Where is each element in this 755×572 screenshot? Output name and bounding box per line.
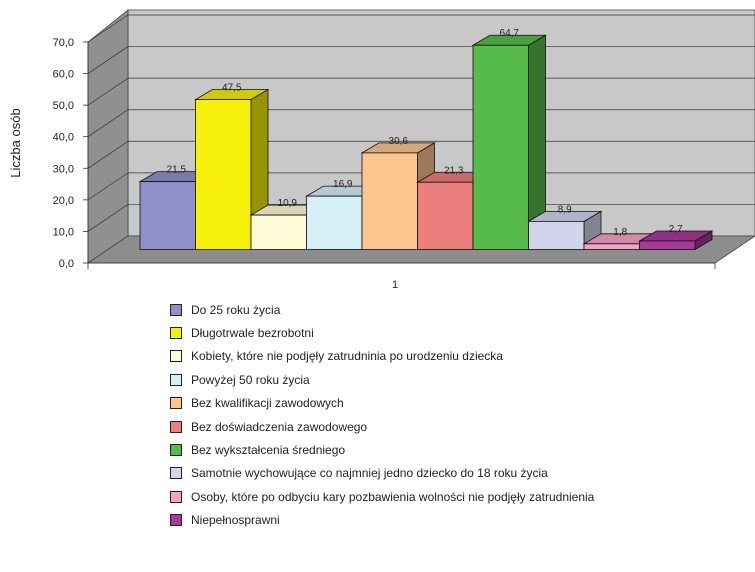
gridline-side <box>87 140 129 169</box>
legend-swatch <box>170 327 182 340</box>
y-tick-label: 50,0 <box>53 100 74 112</box>
legend-item: Niepełnosprawni <box>170 509 594 532</box>
legend-swatch <box>170 373 182 386</box>
legend-item: Bez wykształcenia średniego <box>170 438 594 461</box>
legend-swatch <box>170 350 182 363</box>
data-label: 21,3 <box>444 165 464 176</box>
data-label: 10,9 <box>278 198 298 209</box>
y-axis-label: Liczba osób <box>8 108 23 177</box>
bar-front <box>583 243 640 250</box>
legend-item: Bez doświadczenia zawodowego <box>170 415 594 438</box>
legend-swatch <box>170 303 182 316</box>
legend-item: Do 25 roku życia <box>170 298 594 321</box>
data-label: 64,7 <box>500 28 520 39</box>
data-label: 47,5 <box>222 83 242 94</box>
data-label: 21,5 <box>167 165 187 176</box>
bar-front <box>139 181 196 250</box>
gridline-side <box>87 109 129 138</box>
legend-item: Samotnie wychowujące co najmniej jedno d… <box>170 462 594 485</box>
legend: Do 25 roku życia Długotrwale bezrobotni Ko… <box>170 298 594 532</box>
legend-label: Niepełnosprawni <box>191 513 280 528</box>
legend-label: Bez wykształcenia średniego <box>191 443 346 458</box>
bar <box>638 230 714 251</box>
legend-swatch <box>170 420 182 433</box>
y-tick-label: 70,0 <box>53 37 74 49</box>
legend-label: Bez kwalifikacji zawodowych <box>191 396 344 411</box>
side-wall <box>87 9 129 264</box>
y-tick-label: 20,0 <box>53 195 74 207</box>
y-tick-label: 10,0 <box>53 226 74 238</box>
data-label: 8,9 <box>558 204 572 215</box>
bar-front <box>639 240 696 250</box>
legend-item: Długotrwale bezrobotni <box>170 321 594 344</box>
gridline-side <box>87 172 129 201</box>
bar <box>471 34 547 251</box>
bar-front <box>472 44 529 250</box>
legend-swatch <box>170 490 182 503</box>
legend-item: Osoby, które po odbyciu kary pozbawienia… <box>170 485 594 508</box>
y-tick-label: 60,0 <box>53 69 74 81</box>
bar-front <box>306 195 363 250</box>
legend-label: Bez doświadczenia zawodowego <box>191 419 368 434</box>
legend-label: Powyżej 50 roku życia <box>191 372 310 387</box>
y-tick-label: 0,0 <box>59 258 74 270</box>
gridline-side <box>87 77 129 106</box>
legend-swatch <box>170 397 182 410</box>
legend-swatch <box>170 514 182 527</box>
data-label: 30,6 <box>389 136 409 147</box>
gridline-side <box>87 14 129 43</box>
bar-front <box>528 221 585 250</box>
legend-item: Bez kwalifikacji zawodowych <box>170 392 594 415</box>
legend-label: Długotrwale bezrobotni <box>191 326 314 341</box>
legend-item: Powyżej 50 roku życia <box>170 368 594 391</box>
y-tick-label: 30,0 <box>53 163 74 175</box>
legend-label: Do 25 roku życia <box>191 302 281 317</box>
data-label: 1,8 <box>613 227 627 238</box>
gridline-side <box>87 46 129 74</box>
bar-front <box>195 99 252 250</box>
y-axis: 0,0 10,0 20,0 30,0 40,0 50,0 60,0 70,0 <box>53 37 716 270</box>
legend-label: Samotnie wychowujące co najmniej jedno d… <box>191 466 548 481</box>
y-tick-label: 40,0 <box>53 132 74 144</box>
chart: 0,0 10,0 20,0 30,0 40,0 50,0 60,0 70,0 21,5 47,5… <box>8 9 755 290</box>
legend-label: Osoby, które po odbyciu kary pozbawienia… <box>191 489 595 504</box>
bar <box>527 210 603 251</box>
gridline-side <box>87 204 129 232</box>
bar-front <box>417 181 474 250</box>
x-tick-label: 1 <box>392 279 398 290</box>
legend-item: Kobiety, które nie podjęły zatrudninia p… <box>170 345 594 368</box>
bar-front <box>361 152 418 250</box>
bar-front <box>250 214 307 250</box>
data-label: 2,7 <box>669 224 683 235</box>
legend-swatch <box>170 467 182 480</box>
legend-swatch <box>170 444 182 457</box>
bars: 21,5 47,5 10,9 16,9 30,6 21,3 64,7 8,9 1,8 2,7 <box>138 28 714 251</box>
legend-label: Kobiety, które nie podjęły zatrudninia p… <box>191 349 503 364</box>
data-label: 16,9 <box>333 179 353 190</box>
